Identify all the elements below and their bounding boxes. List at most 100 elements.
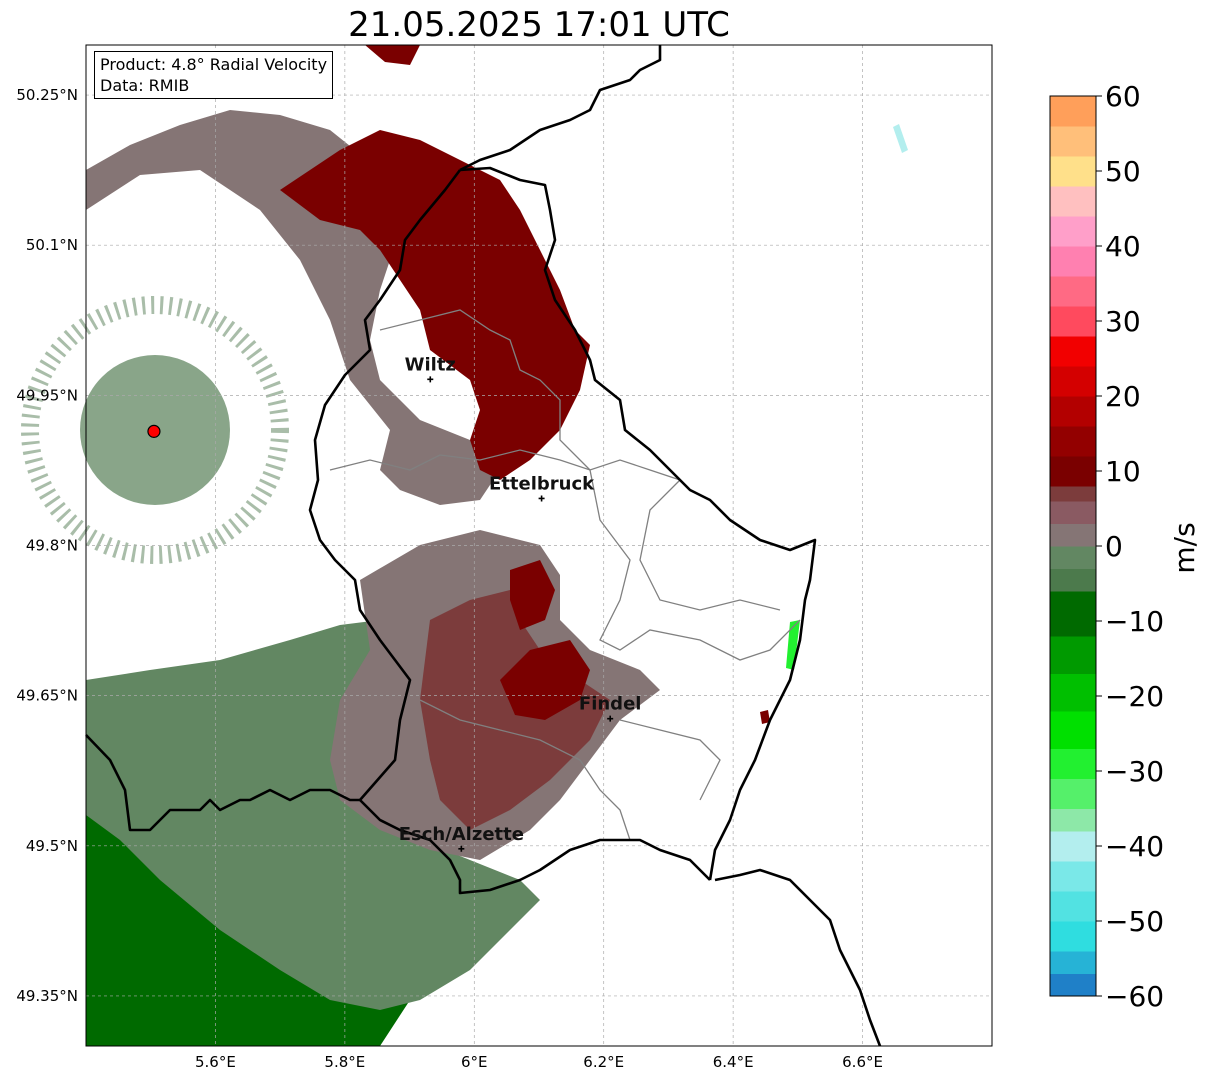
- colorbar-band: [1050, 591, 1096, 637]
- colorbar-band: [1050, 523, 1096, 547]
- lat-tick-label: 49.35°N: [16, 987, 78, 1005]
- colorbar-band: [1050, 973, 1096, 997]
- colorbar-band: [1050, 96, 1096, 127]
- canton-border-south: [419, 699, 631, 841]
- colorbar-band: [1050, 748, 1096, 779]
- city-label: Esch/Alzette: [399, 824, 524, 845]
- lon-tick-label: 6.2°E: [583, 1053, 624, 1071]
- lat-tick-label: 49.5°N: [26, 837, 78, 855]
- echo-low-positive-north: [86, 110, 500, 505]
- colorbar-band: [1050, 831, 1096, 862]
- city-label: Ettelbruck: [489, 473, 595, 494]
- radar-echoes: [21, 45, 908, 1046]
- canton-border-south-east: [619, 719, 721, 801]
- colorbar-tick-label: −50: [1105, 905, 1164, 938]
- colorbar-band: [1050, 366, 1096, 397]
- colorbar-band: [1050, 486, 1096, 502]
- map-plot-area: Wiltz Ettelbruck Findel Esch/Alzette: [21, 44, 993, 1047]
- colorbar-tick-label: −40: [1105, 830, 1164, 863]
- colorbar-band: [1050, 568, 1096, 592]
- colorbar-band: [1050, 186, 1096, 217]
- lat-tick-label: 49.8°N: [26, 537, 78, 555]
- colorbar-bands: [1050, 96, 1096, 997]
- colorbar-band: [1050, 426, 1096, 457]
- colorbar-band: [1050, 951, 1096, 974]
- colorbar-band: [1050, 246, 1096, 277]
- colorbar-tick-label: −10: [1105, 605, 1164, 638]
- echo-artefact-red-east: [760, 710, 770, 724]
- echo-high-positive-north: [280, 130, 590, 480]
- city-markers: Wiltz Ettelbruck Findel Esch/Alzette: [399, 354, 642, 852]
- colorbar-unit-label: m/s: [1168, 522, 1201, 573]
- longitude-axis: 5.6°E 5.8°E 6°E 6.2°E 6.4°E 6.6°E: [195, 1053, 883, 1071]
- colorbar-band: [1050, 546, 1096, 569]
- canton-border-east: [639, 479, 781, 611]
- city-marker: [607, 715, 614, 722]
- city-label: Wiltz: [405, 354, 456, 375]
- echo-inbound-green-light: [86, 620, 540, 1010]
- lat-tick-label: 49.95°N: [16, 386, 78, 404]
- lat-tick-label: 49.65°N: [16, 687, 78, 705]
- canton-borders: [329, 309, 801, 841]
- colorbar-band: [1050, 673, 1096, 712]
- map-frame: [85, 44, 993, 1047]
- colorbar-band: [1050, 501, 1096, 524]
- lat-tick-label: 50.1°N: [26, 236, 78, 254]
- colorbar-ticks: 60 50 40 30 20 10 0 −10 −20 −30 −40 −50 −60: [1096, 80, 1164, 1013]
- colorbar-tick-label: 10: [1105, 455, 1141, 488]
- echo-artefact-green-east: [786, 620, 800, 670]
- colorbar-tick-label: −20: [1105, 680, 1164, 713]
- border-belgium-france: [85, 734, 360, 832]
- colorbar-band: [1050, 276, 1096, 307]
- colorbar-band: [1050, 921, 1096, 952]
- border-germany-east: [714, 868, 882, 1047]
- colorbar-tick-label: 0: [1105, 530, 1123, 563]
- canton-border-wiltz: [379, 309, 591, 471]
- canton-border-centre: [589, 469, 801, 661]
- border-germany-north: [459, 45, 662, 172]
- echo-north-cap: [365, 45, 420, 65]
- radar-site-marker: [147, 424, 161, 438]
- latitude-axis: 50.25°N 50.1°N 49.95°N 49.8°N 49.65°N 49.5°N 4…: [16, 86, 78, 1005]
- city-marker: [427, 376, 434, 383]
- city-marker: [538, 495, 545, 502]
- colorbar-band: [1050, 156, 1096, 187]
- country-borders: [85, 45, 882, 1047]
- colorbar-band: [1050, 396, 1096, 427]
- colorbar-band: [1050, 861, 1096, 892]
- colorbar: 60 50 40 30 20 10 0 −10 −20 −30 −40 −50 −60 m/s: [1049, 80, 1201, 1013]
- product-line: Product: 4.8° Radial Velocity: [100, 55, 328, 74]
- lon-tick-label: 5.6°E: [195, 1053, 236, 1071]
- colorbar-band: [1050, 126, 1096, 157]
- colorbar-tick-label: −30: [1105, 755, 1164, 788]
- colorbar-tick-label: 50: [1105, 155, 1141, 188]
- colorbar-tick-label: 40: [1105, 230, 1141, 263]
- lon-tick-label: 6.6°E: [842, 1053, 883, 1071]
- product-info-box: Product: 4.8° Radial Velocity Data: RMIB: [94, 51, 334, 99]
- colorbar-band: [1050, 808, 1096, 832]
- colorbar-band: [1050, 711, 1096, 749]
- colorbar-band: [1050, 778, 1096, 809]
- city-marker: [458, 845, 465, 852]
- echo-high-positive-south: [500, 560, 590, 720]
- colorbar-tick-label: −60: [1105, 980, 1164, 1013]
- colorbar-tick-label: 30: [1105, 305, 1141, 338]
- canton-border-north: [329, 449, 681, 481]
- lon-tick-label: 5.8°E: [324, 1053, 365, 1071]
- border-lux-east: [459, 166, 817, 881]
- colorbar-band: [1050, 216, 1096, 247]
- echo-near-radar-ring: [21, 296, 289, 564]
- colorbar-band: [1050, 336, 1096, 367]
- colorbar-tick-label: 20: [1105, 380, 1141, 413]
- border-lux-west-north: [308, 169, 711, 895]
- map-title: 21.05.2025 17:01 UTC: [348, 5, 730, 45]
- colorbar-band: [1050, 456, 1096, 487]
- lat-tick-label: 50.25°N: [16, 86, 78, 104]
- lon-tick-label: 6°E: [461, 1053, 488, 1071]
- colorbar-tick-label: 60: [1105, 80, 1141, 113]
- colorbar-band: [1050, 306, 1096, 337]
- city-label: Findel: [579, 694, 642, 715]
- colorbar-band: [1050, 636, 1096, 674]
- colorbar-band: [1050, 891, 1096, 922]
